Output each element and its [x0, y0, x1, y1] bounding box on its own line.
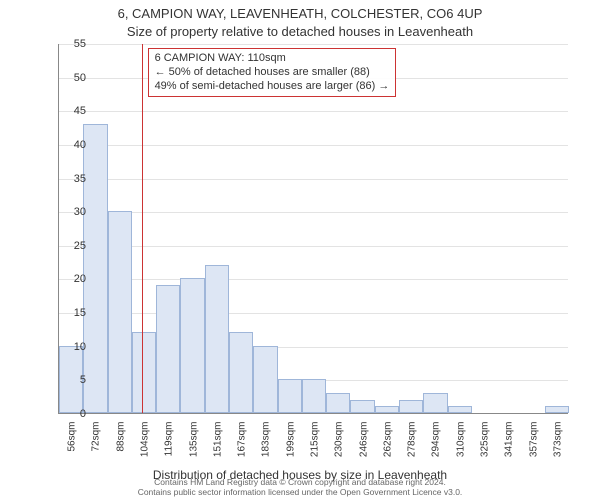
x-tick-label: 199sqm	[285, 422, 296, 470]
x-tick-label: 183sqm	[261, 422, 272, 470]
annotation-line-1: 6 CAMPION WAY: 110sqm	[155, 52, 390, 66]
x-tick-label: 215sqm	[310, 422, 321, 470]
bar	[132, 332, 156, 413]
bar	[278, 379, 302, 413]
y-tick-label: 35	[62, 173, 86, 185]
x-tick-label: 341sqm	[504, 422, 515, 470]
bar	[326, 393, 350, 413]
y-tick-label: 50	[62, 72, 86, 84]
chart-title-1: 6, CAMPION WAY, LEAVENHEATH, COLCHESTER,…	[0, 6, 600, 21]
x-tick-label: 135sqm	[188, 422, 199, 470]
y-tick-label: 45	[62, 105, 86, 117]
x-tick-label: 119sqm	[164, 422, 175, 470]
bar	[423, 393, 447, 413]
bar	[399, 400, 423, 413]
gridline	[59, 111, 568, 112]
x-tick-label: 104sqm	[140, 422, 151, 470]
x-tick-label: 310sqm	[455, 422, 466, 470]
bar	[205, 265, 229, 413]
bar	[375, 406, 399, 413]
gridline	[59, 179, 568, 180]
bar	[350, 400, 374, 413]
x-tick-label: 151sqm	[212, 422, 223, 470]
x-tick-label: 357sqm	[528, 422, 539, 470]
x-tick-label: 262sqm	[382, 422, 393, 470]
bar	[545, 406, 569, 413]
annotation-line-3: 49% of semi-detached houses are larger (…	[155, 80, 390, 94]
bar	[83, 124, 107, 413]
bar	[448, 406, 472, 413]
y-tick-label: 5	[62, 374, 86, 386]
x-tick-label: 167sqm	[237, 422, 248, 470]
footnote: Contains HM Land Registry data © Crown c…	[0, 478, 600, 498]
x-tick-label: 294sqm	[431, 422, 442, 470]
y-tick-label: 25	[62, 240, 86, 252]
x-tick-label: 278sqm	[407, 422, 418, 470]
chart-title-2: Size of property relative to detached ho…	[0, 24, 600, 39]
y-tick-label: 40	[62, 139, 86, 151]
y-tick-label: 30	[62, 206, 86, 218]
plot-area: 6 CAMPION WAY: 110sqm ← 50% of detached …	[58, 44, 568, 414]
x-tick-label: 246sqm	[358, 422, 369, 470]
annotation-line-2: ← 50% of detached houses are smaller (88…	[155, 66, 390, 80]
bar	[180, 278, 204, 413]
x-tick-label: 325sqm	[480, 422, 491, 470]
x-tick-label: 88sqm	[115, 422, 126, 470]
y-tick-label: 20	[62, 273, 86, 285]
x-tick-label: 72sqm	[91, 422, 102, 470]
y-tick-label: 55	[62, 38, 86, 50]
bar	[302, 379, 326, 413]
bar	[229, 332, 253, 413]
x-tick-label: 373sqm	[552, 422, 563, 470]
footnote-line-2: Contains public sector information licen…	[0, 488, 600, 498]
gridline	[59, 145, 568, 146]
x-tick-label: 56sqm	[67, 422, 78, 470]
gridline	[59, 44, 568, 45]
bar	[156, 285, 180, 413]
gridline	[59, 212, 568, 213]
chart-wrapper: 6, CAMPION WAY, LEAVENHEATH, COLCHESTER,…	[0, 0, 600, 500]
gridline	[59, 313, 568, 314]
reference-annotation: 6 CAMPION WAY: 110sqm ← 50% of detached …	[148, 48, 397, 97]
reference-line	[142, 44, 143, 413]
bar	[108, 211, 132, 413]
gridline	[59, 246, 568, 247]
bar	[253, 346, 277, 413]
y-tick-label: 0	[62, 408, 86, 420]
y-tick-label: 10	[62, 341, 86, 353]
x-tick-label: 230sqm	[334, 422, 345, 470]
y-tick-label: 15	[62, 307, 86, 319]
gridline	[59, 279, 568, 280]
